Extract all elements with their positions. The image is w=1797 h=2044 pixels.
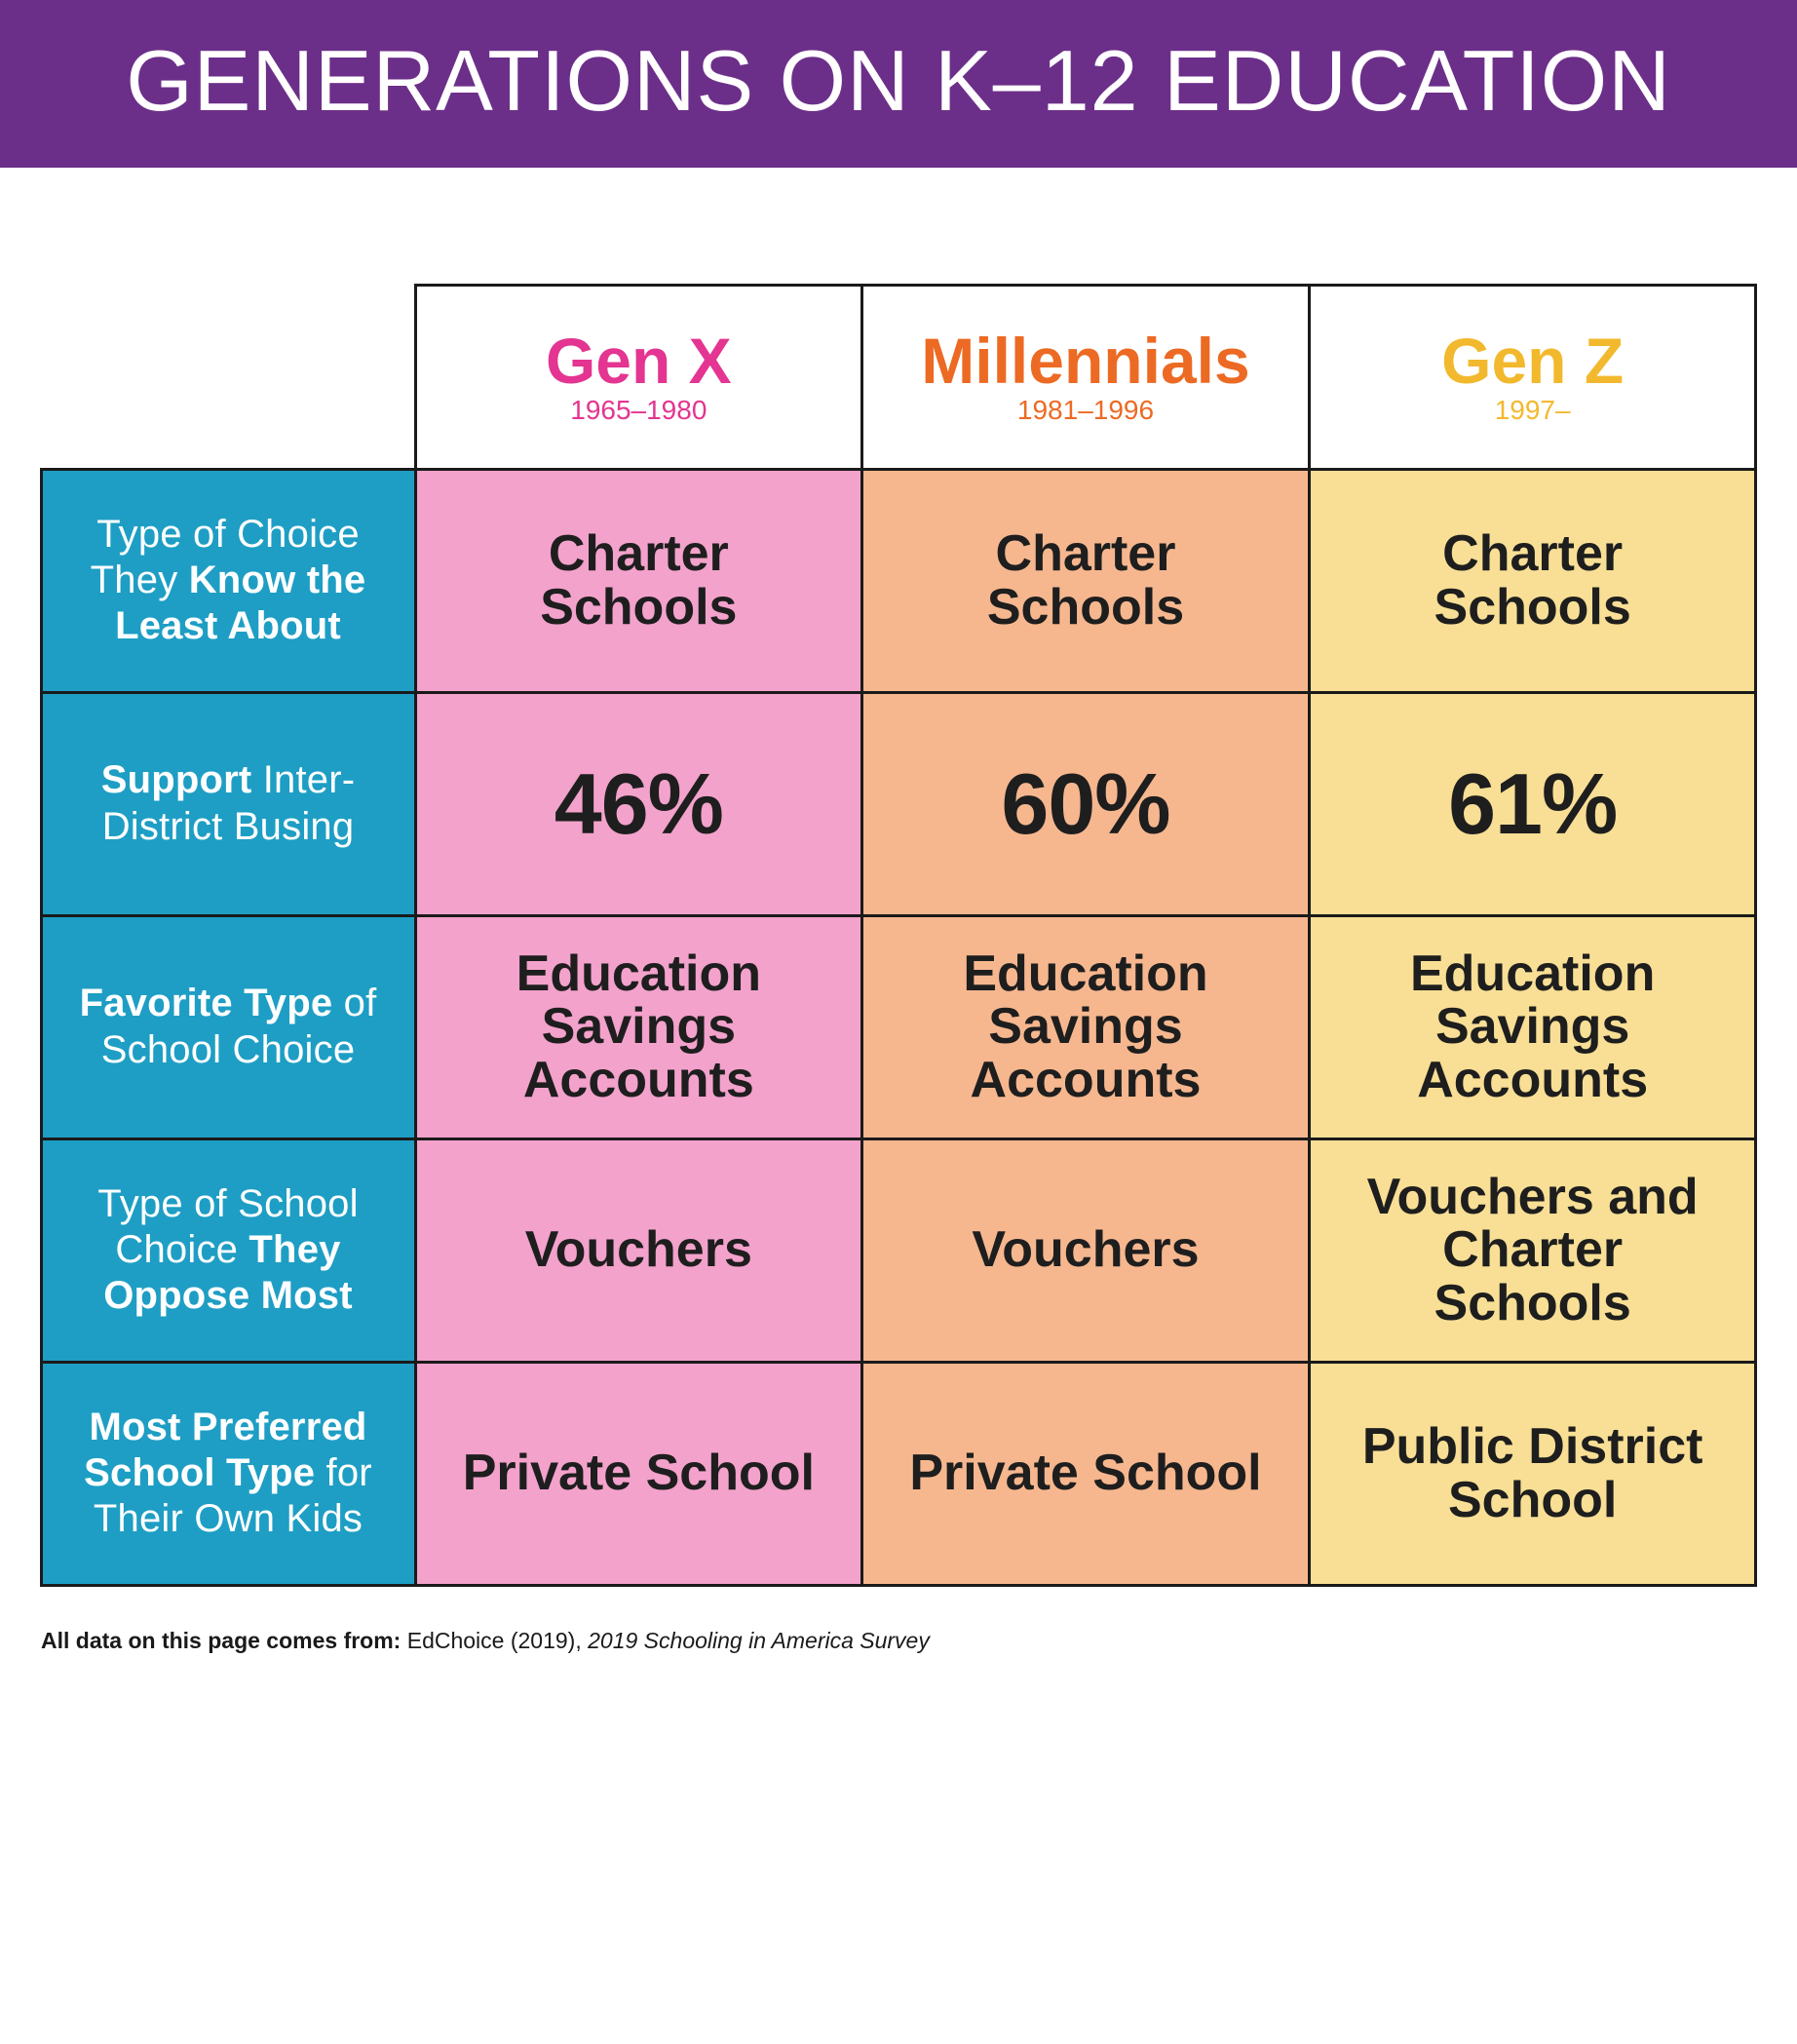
page-title: GENERATIONS ON K–12 EDUCATION [126,32,1671,129]
table-cell: Charter Schools [860,468,1311,694]
table-cell-value: Private School [909,1446,1261,1500]
table-cell: Public District School [1308,1361,1758,1587]
title-banner: GENERATIONS ON K–12 EDUCATION [0,0,1797,168]
table-cell-value: Education Savings Accounts [1340,947,1726,1107]
row-label: Favorite Type of School Choice [40,914,417,1140]
column-header-years: 1965–1980 [570,395,707,426]
column-header-years: 1981–1996 [1017,395,1154,426]
table-cell: Education Savings Accounts [1308,914,1758,1140]
table-cell-value: Charter Schools [1340,527,1726,634]
table-wrap: Gen X1965–1980Millennials1981–1996Gen Z1… [41,285,1756,1585]
table-cell-value: 61% [1448,754,1617,854]
table-cell-value: 60% [1001,754,1169,854]
column-header: Gen Z1997– [1308,284,1758,471]
table-cell: Vouchers [860,1138,1311,1364]
column-header: Millennials1981–1996 [860,284,1311,471]
column-header: Gen X1965–1980 [414,284,864,471]
table-cell: Vouchers [414,1138,864,1364]
row-label-bold: Support [101,758,252,801]
table-cell-value: Education Savings Accounts [893,947,1279,1107]
table-cell: Private School [860,1361,1311,1587]
table-cell-value: Vouchers [525,1223,752,1277]
row-label-bold: Favorite Type [80,982,333,1024]
table-cell-value: Vouchers [972,1223,1199,1277]
page: GENERATIONS ON K–12 EDUCATION Gen X1965–… [0,0,1797,2044]
citation: All data on this page comes from: EdChoi… [41,1628,1756,1654]
table-cell: Charter Schools [414,468,864,694]
row-label: Support Inter-District Busing [40,691,417,917]
column-header-name: Millennials [921,328,1249,393]
citation-lead: All data on this page comes from: [41,1628,407,1653]
table-cell: Education Savings Accounts [860,914,1311,1140]
table-cell-value: Vouchers and Charter Schools [1340,1171,1726,1331]
table-cell-value: Charter Schools [893,527,1279,634]
table-cell-value: Public District School [1340,1420,1726,1526]
table-cell-value: Education Savings Accounts [446,947,832,1107]
citation-italic: 2019 Schooling in America Survey [588,1628,930,1653]
table-cell: Education Savings Accounts [414,914,864,1140]
table-cell: Vouchers and Charter Schools [1308,1138,1758,1364]
column-header-name: Gen Z [1441,328,1624,393]
row-label: Type of School Choice They Oppose Most [40,1138,417,1364]
row-label: Most Preferred School Type for Their Own… [40,1361,417,1587]
table-corner-blank [40,284,417,471]
table-cell: Charter Schools [1308,468,1758,694]
column-header-name: Gen X [546,328,732,393]
table-cell: 46% [414,691,864,917]
table-cell: Private School [414,1361,864,1587]
row-label: Type of Choice They Know the Least About [40,468,417,694]
citation-source: EdChoice (2019), [407,1628,588,1653]
comparison-table: Gen X1965–1980Millennials1981–1996Gen Z1… [41,285,1756,1585]
table-cell-value: Charter Schools [446,527,832,634]
table-cell: 61% [1308,691,1758,917]
table-cell-value: 46% [554,754,723,854]
table-cell-value: Private School [463,1446,815,1500]
table-cell: 60% [860,691,1311,917]
column-header-years: 1997– [1495,395,1571,426]
